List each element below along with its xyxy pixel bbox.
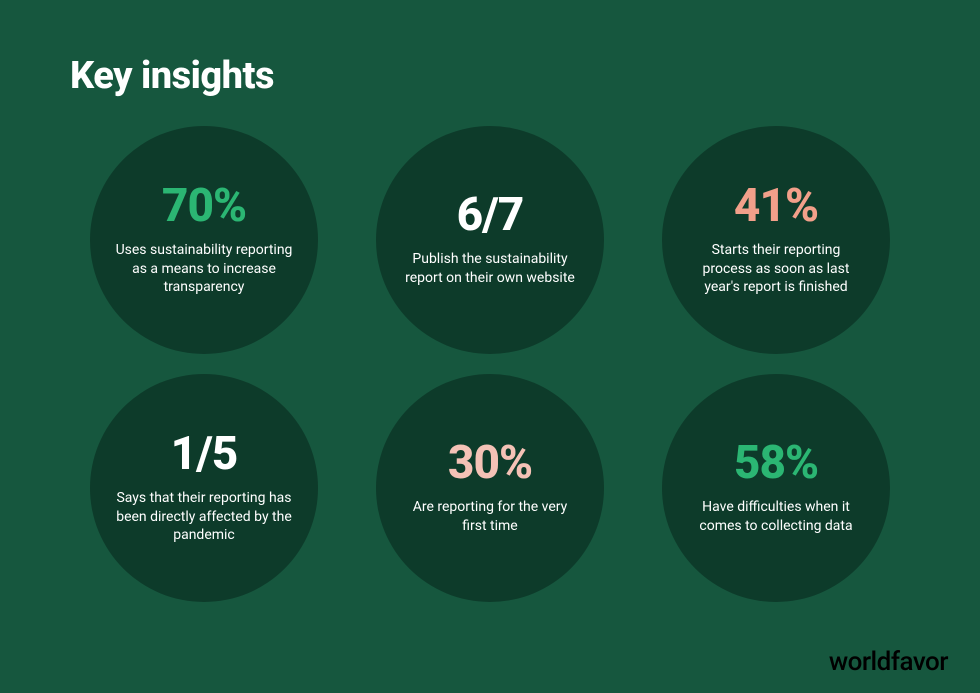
insight-desc: Have difficulties when it comes to colle… <box>686 498 866 536</box>
infographic-canvas: Key insights 70% Uses sustainability rep… <box>0 0 980 693</box>
insight-desc: Starts their reporting process as soon a… <box>686 241 866 298</box>
insight-circle: 6/7 Publish the sustainability report on… <box>376 126 604 354</box>
insight-stat: 70% <box>162 183 246 229</box>
insight-circle: 30% Are reporting for the very first tim… <box>376 374 604 602</box>
insight-circle: 58% Have difficulties when it comes to c… <box>662 374 890 602</box>
insight-desc: Says that their reporting has been direc… <box>114 489 294 546</box>
brand-logo: worldfavor <box>829 647 948 677</box>
insights-grid: 70% Uses sustainability reporting as a m… <box>90 126 890 602</box>
insight-desc: Are reporting for the very first time <box>400 498 580 536</box>
insight-stat: 30% <box>448 440 532 486</box>
page-title: Key insights <box>70 54 910 98</box>
insight-stat: 58% <box>734 440 818 486</box>
insight-stat: 6/7 <box>457 192 524 238</box>
insight-stat: 41% <box>734 183 818 229</box>
insight-desc: Uses sustainability reporting as a means… <box>114 241 294 298</box>
insight-circle: 1/5 Says that their reporting has been d… <box>90 374 318 602</box>
insight-circle: 70% Uses sustainability reporting as a m… <box>90 126 318 354</box>
insight-circle: 41% Starts their reporting process as so… <box>662 126 890 354</box>
insight-stat: 1/5 <box>171 431 238 477</box>
insight-desc: Publish the sustainability report on the… <box>400 250 580 288</box>
